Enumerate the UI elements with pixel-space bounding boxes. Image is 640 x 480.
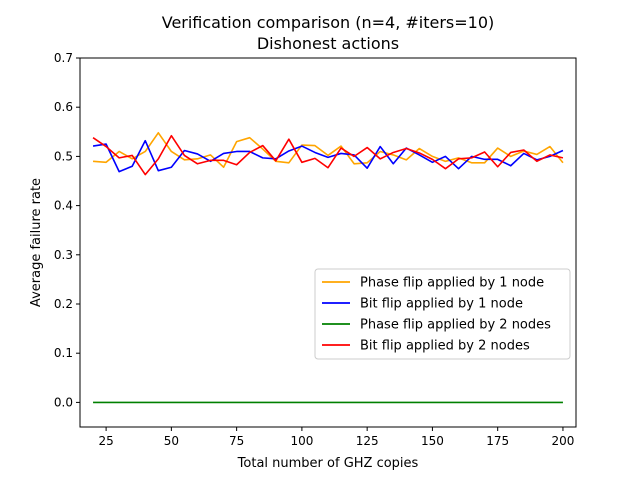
y-tick-label: 0.0 <box>54 395 73 409</box>
chart-subtitle: Dishonest actions <box>257 34 399 53</box>
legend-label: Phase flip applied by 2 nodes <box>360 318 551 333</box>
series-line-1 <box>92 131 564 169</box>
x-tick-label: 175 <box>486 434 509 448</box>
plot-frame <box>79 57 577 428</box>
legend-label: Bit flip applied by 1 node <box>360 297 523 312</box>
legend-label: Bit flip applied by 2 nodes <box>360 339 530 354</box>
y-tick-label: 0.5 <box>54 149 73 163</box>
y-tick-label: 0.1 <box>54 346 73 360</box>
legend-label: Phase flip applied by 1 node <box>360 276 544 291</box>
legend-box <box>314 268 571 360</box>
chart-title: Verification comparison (n=4, #iters=10) <box>162 13 495 32</box>
ticks-layer: 25 50 75 100 125 150 175 200 0.0 0.1 0.2 0.3 0.4 0.5 0… <box>54 51 574 448</box>
x-tick-label: 25 <box>98 434 113 448</box>
y-axis-label: Average failure rate <box>29 178 44 307</box>
y-tick-label: 0.6 <box>54 100 73 114</box>
legend: Phase flip applied by 1 node Bit flip app… <box>314 268 571 360</box>
y-tick-label: 0.3 <box>54 248 73 262</box>
series-layer <box>92 131 564 404</box>
x-tick-label: 100 <box>290 434 313 448</box>
x-tick-label: 50 <box>164 434 179 448</box>
x-tick-label: 125 <box>356 434 379 448</box>
x-tick-label: 200 <box>551 434 574 448</box>
x-tick-label: 150 <box>421 434 444 448</box>
x-axis-label: Total number of GHZ copies <box>237 456 419 471</box>
series-line-4 <box>92 134 564 176</box>
x-tick-label: 75 <box>229 434 244 448</box>
y-tick-label: 0.2 <box>54 297 73 311</box>
series-line-2 <box>92 139 564 173</box>
y-tick-label: 0.7 <box>54 51 73 65</box>
y-tick-label: 0.4 <box>54 199 73 213</box>
